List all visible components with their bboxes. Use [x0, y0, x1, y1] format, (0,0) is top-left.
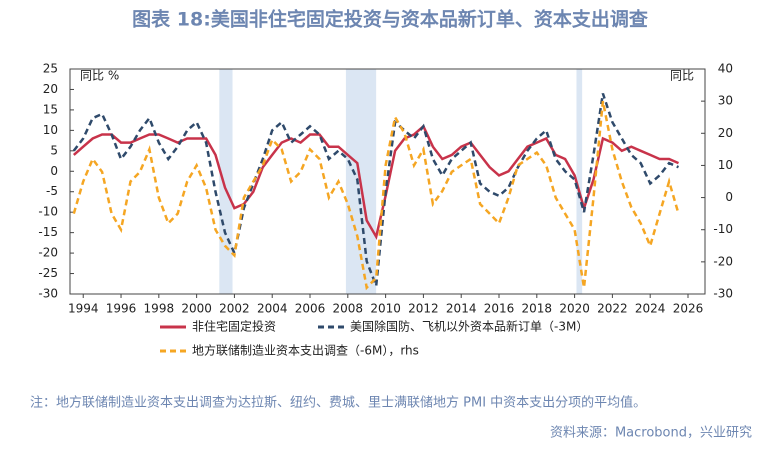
x-tick-label: 2002: [219, 302, 250, 316]
y-tick-label: 0: [50, 164, 58, 178]
y-axis-label: 同比 %: [80, 69, 119, 83]
recession-band: [219, 69, 233, 294]
y2-tick-label: 10: [718, 158, 733, 172]
legend-label: 美国除国防、飞机以外资本品新订单（-3M）: [350, 319, 588, 334]
note: 注：地方联储制造业资本支出调查为达拉斯、纽约、费城、里士满联储地方 PMI 中资…: [30, 395, 646, 411]
y2-axis-label: 同比: [670, 69, 694, 83]
x-tick-label: 2008: [333, 302, 364, 316]
x-tick-label: 2018: [522, 302, 553, 316]
y2-tick-label: 20: [718, 126, 733, 140]
x-tick-label: 2020: [559, 302, 590, 316]
x-tick-label: 2014: [446, 302, 477, 316]
y2-tick-label: -30: [713, 287, 733, 301]
series-line: [72, 93, 679, 287]
y-tick-label: -5: [46, 184, 58, 198]
x-tick-label: 2024: [635, 302, 666, 316]
y-tick-label: -30: [38, 287, 58, 301]
y-tick-label: -10: [38, 205, 58, 219]
y-tick-label: -15: [38, 225, 58, 239]
x-tick-label: 2000: [181, 302, 212, 316]
x-tick-label: 1996: [106, 302, 137, 316]
y-tick-label: 15: [43, 102, 58, 116]
y-tick-label: 20: [43, 82, 58, 96]
legend-label: 地方联储制造业资本支出调查（-6M），rhs: [192, 343, 419, 358]
y2-tick-label: -10: [713, 222, 733, 236]
legend-label: 非住宅固定投资: [192, 319, 276, 334]
y2-tick-label: -20: [713, 254, 733, 268]
x-tick-label: 2022: [597, 302, 628, 316]
x-tick-label: 2004: [257, 302, 288, 316]
y2-tick-label: 0: [725, 190, 733, 204]
y-tick-label: 10: [43, 123, 58, 137]
recession-band: [576, 69, 583, 294]
x-tick-label: 1994: [68, 302, 99, 316]
plot-frame: [69, 68, 706, 295]
x-tick-label: 2016: [484, 302, 515, 316]
x-tick-label: 1998: [144, 302, 175, 316]
y-tick-label: 25: [43, 62, 58, 76]
y-tick-label: -20: [38, 246, 58, 260]
x-tick-label: 2006: [295, 302, 326, 316]
x-tick-label: 2010: [370, 302, 401, 316]
chart-title: 图表 18:美国非住宅固定投资与资本品新订单、资本支出调查: [132, 8, 649, 31]
y2-tick-label: 40: [718, 62, 733, 76]
source: 资料来源：Macrobond，兴业研究: [550, 426, 752, 441]
x-tick-label: 2012: [408, 302, 439, 316]
x-tick-label: 2026: [673, 302, 704, 316]
y-tick-label: 5: [50, 143, 58, 157]
y-tick-label: -25: [38, 266, 58, 280]
y2-tick-label: 30: [718, 94, 733, 108]
